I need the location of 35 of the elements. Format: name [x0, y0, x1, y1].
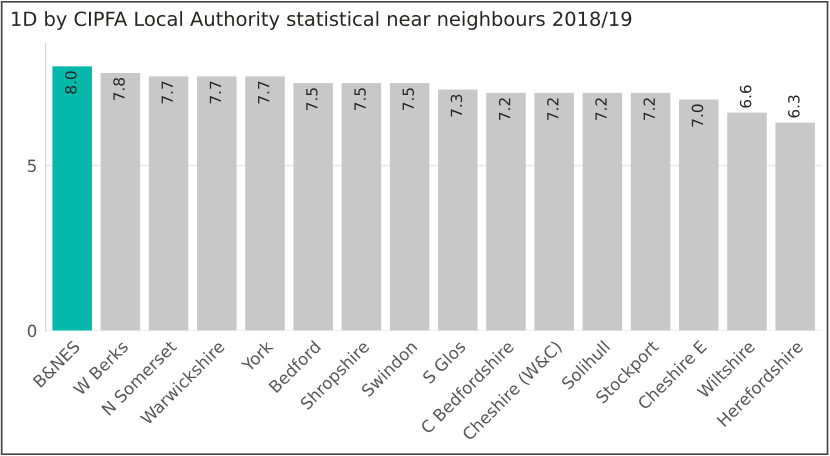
bar [534, 92, 574, 331]
bar [775, 122, 815, 331]
y-tick-label: 0 [28, 324, 36, 338]
chart-title: 1D by CIPFA Local Authority statistical near neighbours 2018/19 [12, 11, 632, 30]
data-label: 6.3 [788, 96, 800, 118]
bar [438, 90, 478, 331]
bar [100, 73, 140, 331]
data-label: 7.2 [643, 98, 655, 120]
data-label: 7.8 [113, 78, 125, 100]
data-label: 7.5 [402, 88, 414, 110]
bar [582, 92, 622, 331]
data-label: 7.2 [595, 98, 607, 120]
data-label: 7.7 [258, 82, 270, 104]
data-label: 7.2 [498, 98, 510, 120]
bar [293, 82, 333, 331]
data-label: 7.7 [162, 82, 173, 104]
bar [727, 112, 767, 331]
bar [342, 82, 382, 331]
bar [679, 99, 719, 331]
data-label: 7.2 [547, 98, 558, 120]
data-label: 7.5 [354, 88, 366, 110]
bar [390, 82, 430, 331]
bar [148, 76, 188, 331]
data-label: 8.0 [65, 71, 77, 94]
data-label: 7.5 [306, 88, 318, 110]
bar [52, 66, 92, 331]
data-label: 7.0 [692, 104, 704, 126]
bar [245, 76, 285, 331]
bar [197, 76, 237, 331]
bar [486, 92, 526, 331]
y-tick-label: 5 [28, 160, 36, 172]
data-label: 6.6 [740, 85, 752, 108]
bar [630, 92, 670, 331]
data-label: 7.7 [210, 82, 221, 104]
data-label: 7.3 [450, 94, 462, 117]
